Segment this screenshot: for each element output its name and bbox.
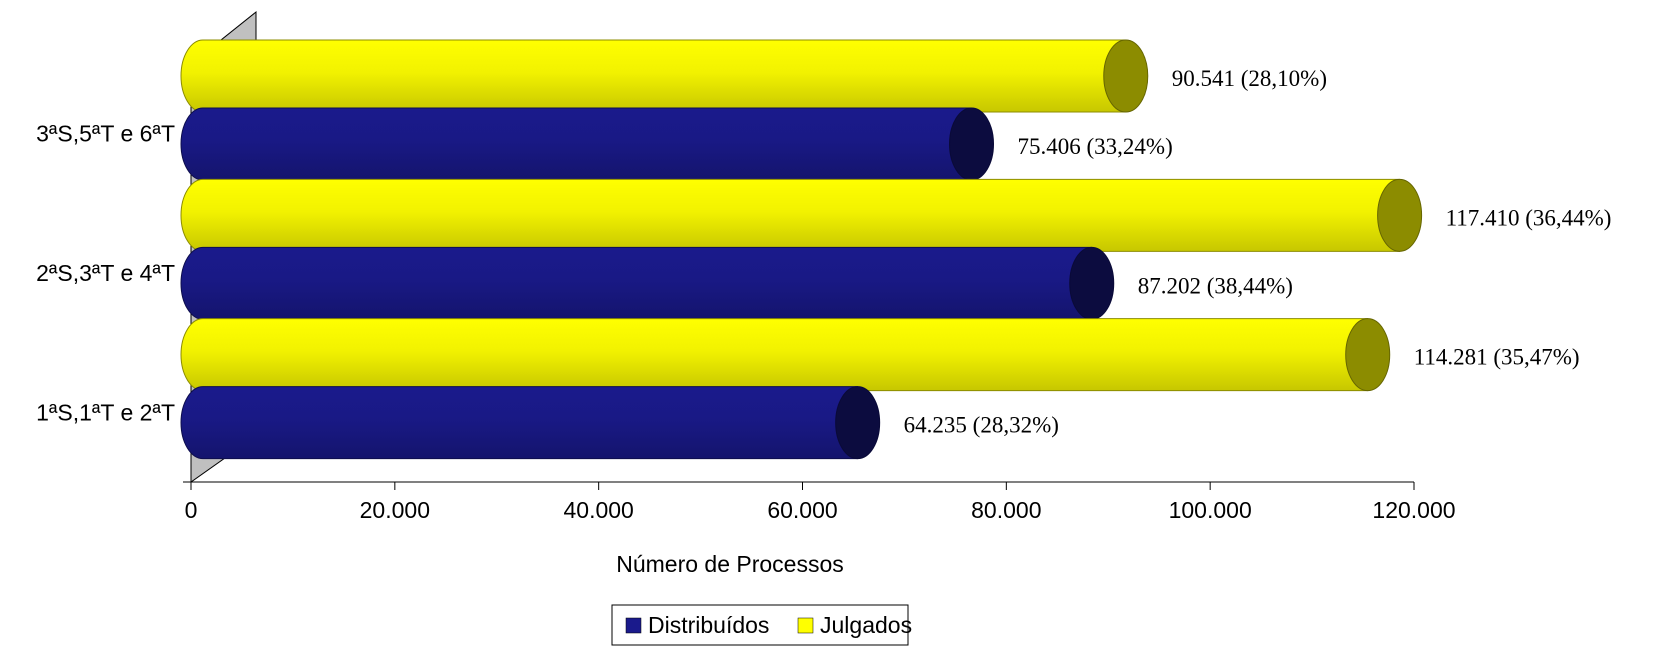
bar-end-cap <box>1345 318 1391 392</box>
data-label: 87.202 (38,44%) <box>1138 273 1293 298</box>
bar-end-cap <box>1377 178 1423 252</box>
legend-label: Distribuídos <box>648 612 769 638</box>
chart-axes: 0 20.000 40.000 60.000 80.000 100.000 120.000 3… <box>36 63 1456 523</box>
x-tick-label: 60.000 <box>767 497 837 523</box>
bar-end-cap <box>1069 246 1115 320</box>
bar-distribuidos <box>180 386 881 460</box>
bar-body <box>180 107 973 181</box>
bar-body <box>180 318 1369 392</box>
chart-bars <box>180 39 1423 460</box>
bar-body <box>180 386 859 460</box>
bar-distribuidos <box>180 246 1115 320</box>
data-label: 75.406 (33,24%) <box>1018 134 1173 159</box>
y-tick-label: 3ªS,5ªT e 6ªT <box>36 121 175 147</box>
data-label: 117.410 (36,44%) <box>1446 205 1612 230</box>
bar-distribuidos <box>180 107 995 181</box>
bar-end-cap <box>835 386 881 460</box>
bar-body <box>180 39 1127 113</box>
x-tick-label: 120.000 <box>1372 497 1455 523</box>
x-tick-label: 80.000 <box>971 497 1041 523</box>
bar-end-cap <box>949 107 995 181</box>
x-tick-label: 20.000 <box>360 497 430 523</box>
y-tick-label: 1ªS,1ªT e 2ªT <box>36 399 175 425</box>
legend-box <box>611 604 909 646</box>
legend: Distribuídos Julgados <box>611 604 912 646</box>
x-tick-label: 0 <box>185 497 198 523</box>
bar-end-cap <box>1103 39 1149 113</box>
y-tick-label: 2ªS,3ªT e 4ªT <box>36 260 175 286</box>
data-label: 114.281 (35,47%) <box>1414 345 1580 370</box>
bar-julgados <box>180 39 1149 113</box>
bar-body <box>180 246 1093 320</box>
data-label: 90.541 (28,10%) <box>1172 66 1327 91</box>
x-axis-title: Número de Processos <box>616 551 844 577</box>
bar-body <box>180 178 1401 252</box>
data-label: 64.235 (28,32%) <box>904 413 1059 438</box>
legend-label: Julgados <box>820 612 912 638</box>
bar-julgados <box>180 178 1423 252</box>
legend-swatch <box>625 617 642 634</box>
bar-julgados <box>180 318 1391 392</box>
data-labels: 90.541 (28,10%) 75.406 (33,24%) 117.410 (3… <box>904 66 1612 438</box>
x-tick-label: 40.000 <box>563 497 633 523</box>
legend-swatch <box>797 617 814 634</box>
x-tick-label: 100.000 <box>1169 497 1252 523</box>
